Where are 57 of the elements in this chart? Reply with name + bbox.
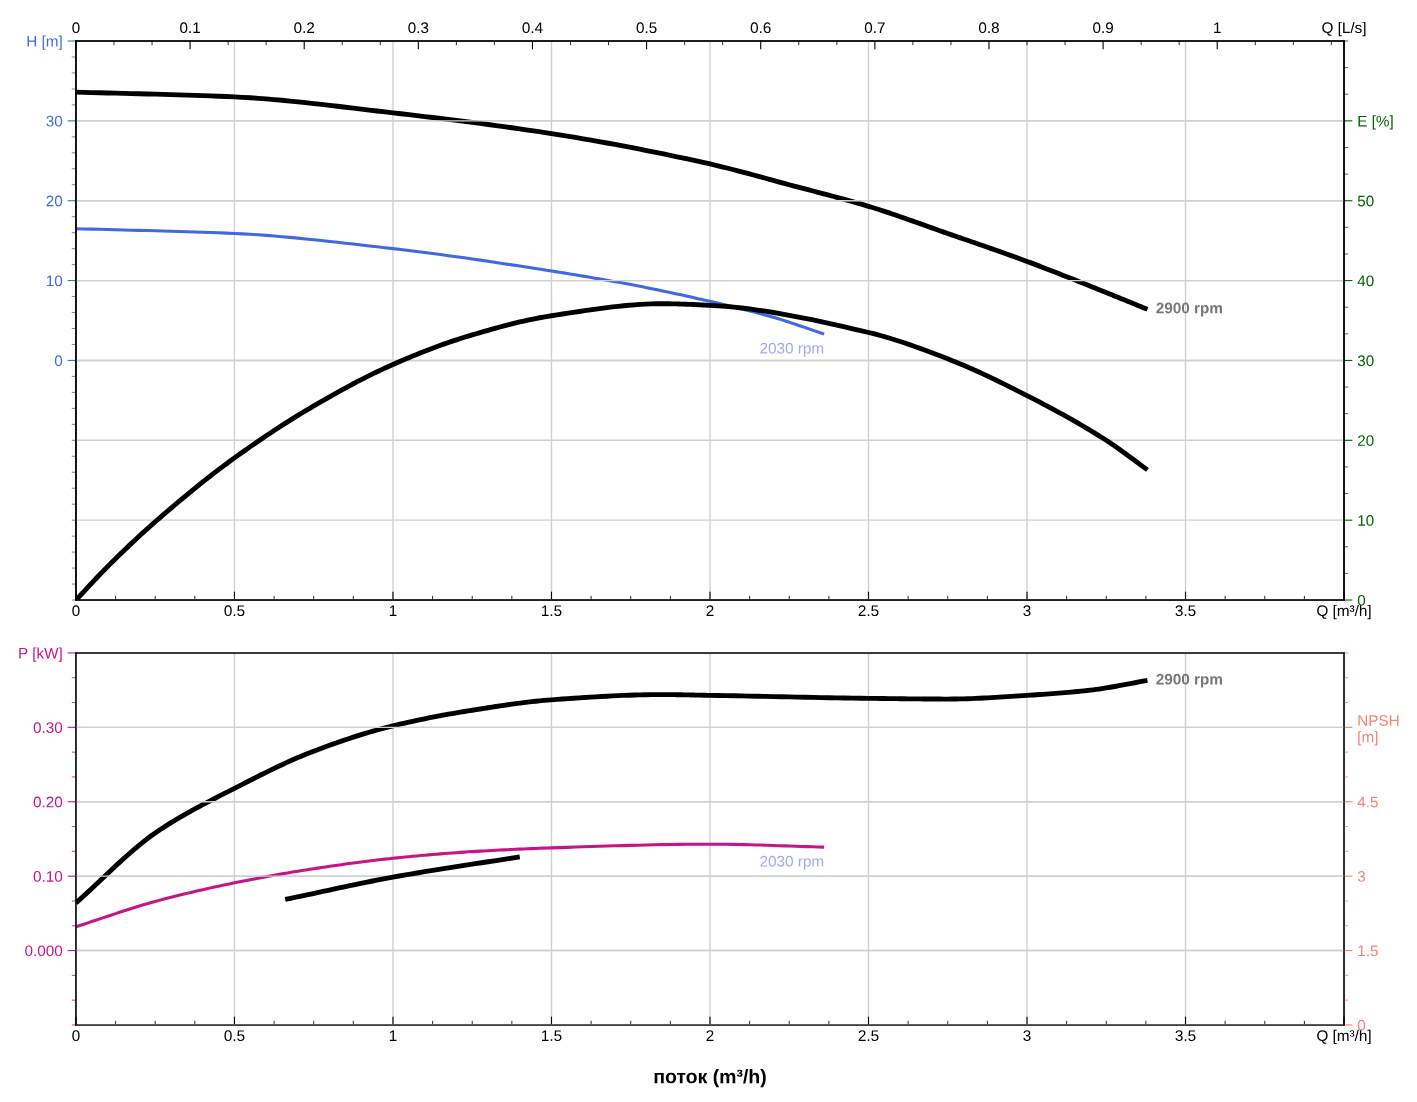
series-label: 2900 rpm [1156,302,1222,317]
x2-tick-label: 0.5 [636,22,657,34]
y2-tick-label: 30 [1357,355,1374,367]
x-tick-label: 0 [72,1030,80,1042]
x-tick-label: 1.5 [542,1030,562,1042]
x2-tick-label: 1 [1214,22,1221,33]
y2-tick-label: NPSH [m] [1358,715,1399,746]
y-tick-label: 10 [46,275,63,287]
x2-tick-label: 0.8 [978,22,999,34]
x-tick-label: 0 [72,605,80,617]
x-axis-title: поток (m³/h) [654,1069,766,1088]
series-label: 2030 rpm [760,855,824,870]
y2-tick-label: 40 [1357,275,1374,287]
x-tick-label: Q [m³/h] [1317,1029,1371,1045]
x2-tick-label: 0.7 [864,22,885,34]
y-tick-label: 0.30 [33,722,63,734]
x-tick-label: 3 [1023,1030,1031,1042]
y2-tick-label: 0 [1357,1019,1366,1031]
x-tick-label: 2 [706,1030,714,1041]
x-tick-label: 2 [706,605,714,616]
x-tick-label: 2.5 [858,1030,879,1042]
x2-tick-label: 0.2 [294,22,315,34]
y2-tick-label: 1.5 [1358,945,1378,957]
y-tick-label: P [kW] [19,647,62,662]
y2-tick-label: 3 [1357,871,1366,882]
y-tick-label: H [m] [27,35,62,50]
x2-tick-label: 0.6 [750,22,771,34]
series-label: 2030 rpm [760,342,824,357]
x2-tick-label: Q [L/s] [1322,21,1366,37]
x-tick-label: 3 [1023,605,1031,617]
y-tick-label: 0.20 [33,796,63,808]
x-tick-label: 0.5 [224,605,245,617]
y-tick-label: 30 [46,115,63,127]
x2-tick-label: 0 [72,22,80,34]
x-tick-label: 1.5 [542,605,562,617]
x2-tick-label: 0.1 [180,22,200,34]
x-tick-label: 3.5 [1175,1030,1196,1042]
y2-tick-label: 50 [1357,195,1374,207]
y-tick-label: 0 [54,355,63,367]
y-tick-label: 0.10 [33,871,63,882]
series-label: 2900 rpm [1156,673,1222,688]
x-tick-label: 1 [389,1030,397,1041]
x-tick-label: Q [m³/h] [1317,604,1371,620]
x-tick-label: 2.5 [858,605,879,617]
x2-tick-label: 0.4 [522,22,543,34]
y-tick-label: 0.000 [25,945,63,957]
y2-tick-label: E [%] [1358,115,1393,130]
y2-tick-label: 4.5 [1357,796,1378,808]
x2-tick-label: 0.3 [408,22,429,34]
y-tick-label: 20 [46,195,63,207]
y2-tick-label: 0 [1357,594,1366,606]
x2-tick-label: 0.9 [1093,22,1113,34]
x-tick-label: 0.5 [224,1030,245,1042]
y2-tick-label: 20 [1357,435,1374,446]
x-tick-label: 3.5 [1175,605,1196,617]
x-tick-label: 1 [389,605,397,616]
y2-tick-label: 10 [1358,515,1374,526]
